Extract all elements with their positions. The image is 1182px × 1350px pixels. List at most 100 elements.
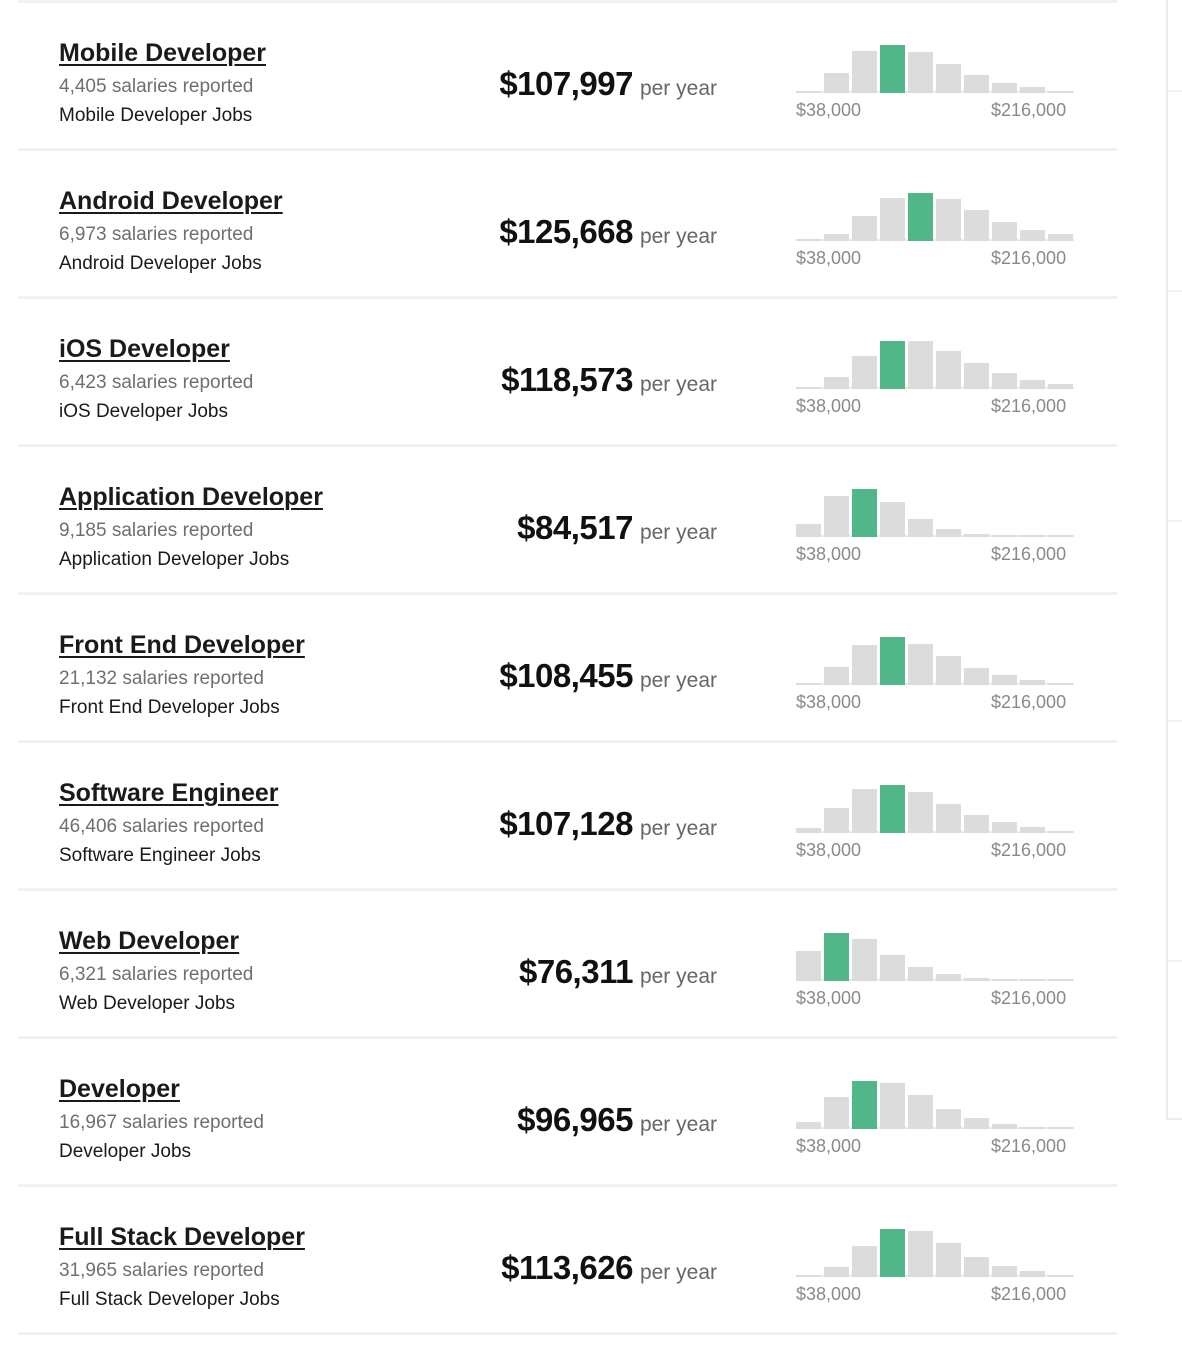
histogram-bar <box>964 534 989 537</box>
salaries-reported-count: 16,967 salaries reported <box>59 1112 264 1133</box>
histogram-baseline <box>796 683 1074 685</box>
salary-histogram <box>796 33 1074 93</box>
salary-amount: $76,311 <box>518 953 633 990</box>
histogram-bar <box>880 198 905 241</box>
average-salary: $107,997 per year <box>499 65 717 103</box>
histogram-bar <box>964 75 989 93</box>
histogram-bar <box>992 535 1017 537</box>
histogram-bar-highlighted <box>880 45 905 93</box>
job-title-link[interactable]: Mobile Developer <box>59 39 266 67</box>
histogram-bar <box>936 64 961 93</box>
histogram-bar <box>852 216 877 241</box>
histogram-bar <box>1048 979 1073 981</box>
histogram-max-label: $216,000 <box>991 544 1067 564</box>
histogram-bar <box>964 815 989 833</box>
salary-amount: $118,573 <box>501 361 633 398</box>
jobs-link[interactable]: Software Engineer Jobs <box>59 845 261 866</box>
histogram-baseline <box>796 1127 1074 1129</box>
jobs-link[interactable]: Developer Jobs <box>59 1141 192 1162</box>
histogram-bar <box>824 234 849 241</box>
salaries-reported-count: 21,132 salaries reported <box>59 668 264 689</box>
job-title-link[interactable]: Android Developer <box>59 187 283 215</box>
salaries-reported-count: 6,423 salaries reported <box>59 372 254 393</box>
histogram-max-label: $216,000 <box>991 1284 1067 1304</box>
jobs-link[interactable]: Mobile Developer Jobs <box>59 105 253 126</box>
job-title-link[interactable]: Web Developer <box>59 927 240 955</box>
salaries-reported-count: 46,406 salaries reported <box>59 816 264 837</box>
salary-period: per year <box>639 521 717 544</box>
histogram-min-label: $38,000 <box>796 396 862 416</box>
salary-histogram <box>796 181 1074 241</box>
histogram-bar <box>852 939 877 981</box>
salary-period: per year <box>639 1261 717 1284</box>
average-salary: $107,128 per year <box>499 805 717 843</box>
histogram-bar <box>796 683 821 685</box>
histogram-bar-highlighted <box>852 1081 877 1129</box>
salary-histogram <box>796 1069 1074 1129</box>
histogram-bar <box>992 373 1017 389</box>
job-title-link[interactable]: Developer <box>59 1075 180 1103</box>
jobs-link[interactable]: Full Stack Developer Jobs <box>59 1289 280 1310</box>
histogram-bar <box>1020 87 1045 93</box>
histogram-min-label: $38,000 <box>796 988 862 1008</box>
histogram-bar <box>796 239 821 241</box>
salary-amount: $107,128 <box>499 805 633 842</box>
job-title-link[interactable]: iOS Developer <box>59 335 230 363</box>
job-title-link[interactable]: Full Stack Developer <box>59 1223 305 1251</box>
histogram-bar <box>908 1231 933 1277</box>
histogram-baseline <box>796 535 1074 537</box>
top-divider <box>18 0 1117 3</box>
average-salary: $118,573 per year <box>501 361 717 399</box>
salary-histogram <box>796 477 1074 537</box>
histogram-min-label: $38,000 <box>796 100 862 120</box>
histogram-bar <box>936 804 961 833</box>
histogram-bar <box>880 502 905 537</box>
histogram-bar <box>824 1267 849 1277</box>
histogram-bar <box>1020 535 1045 537</box>
salary-row-7: Web Developer 6,321 salaries reported We… <box>18 891 1117 1039</box>
histogram-bar <box>992 1124 1017 1129</box>
average-salary: $84,517 per year <box>517 509 717 547</box>
jobs-link[interactable]: Android Developer Jobs <box>59 253 262 274</box>
salary-row-8: Developer 16,967 salaries reported Devel… <box>18 1039 1117 1187</box>
job-title-link[interactable]: Front End Developer <box>59 631 305 659</box>
right-sidebar-edge <box>1166 0 1182 1120</box>
average-salary: $113,626 per year <box>501 1249 717 1287</box>
histogram-max-label: $216,000 <box>991 248 1067 268</box>
jobs-link[interactable]: Application Developer Jobs <box>59 549 290 570</box>
histogram-bar <box>852 356 877 389</box>
job-title-link[interactable]: Software Engineer <box>59 779 279 807</box>
histogram-max-label: $216,000 <box>991 1136 1067 1156</box>
salary-list: Mobile Developer 4,405 salaries reported… <box>18 0 1117 1335</box>
histogram-bar <box>1048 683 1073 685</box>
histogram-bar <box>964 210 989 241</box>
histogram-bar <box>936 1109 961 1129</box>
histogram-bar <box>1020 1127 1045 1129</box>
histogram-bar <box>796 828 821 833</box>
histogram-bar-highlighted <box>824 933 849 981</box>
salaries-reported-count: 6,321 salaries reported <box>59 964 254 985</box>
average-salary: $76,311 per year <box>519 953 717 991</box>
histogram-bar-highlighted <box>880 637 905 685</box>
jobs-link[interactable]: iOS Developer Jobs <box>59 401 228 422</box>
histogram-bar <box>824 1097 849 1129</box>
salary-row-3: iOS Developer 6,423 salaries reported iO… <box>18 299 1117 447</box>
histogram-bar <box>852 645 877 685</box>
average-salary: $96,965 per year <box>517 1101 717 1139</box>
histogram-bar <box>824 667 849 685</box>
salary-histogram <box>796 773 1074 833</box>
histogram-bar <box>992 675 1017 685</box>
histogram-bar <box>992 979 1017 981</box>
histogram-bar <box>796 951 821 981</box>
histogram-min-label: $38,000 <box>796 840 862 860</box>
jobs-link[interactable]: Front End Developer Jobs <box>59 697 280 718</box>
histogram-bar <box>992 222 1017 241</box>
job-title-link[interactable]: Application Developer <box>59 483 323 511</box>
histogram-bar <box>796 1275 821 1277</box>
histogram-bar <box>796 524 821 537</box>
histogram-bar <box>824 496 849 537</box>
histogram-bar <box>852 51 877 93</box>
jobs-link[interactable]: Web Developer Jobs <box>59 993 236 1014</box>
histogram-bar <box>824 73 849 93</box>
histogram-bar <box>936 974 961 981</box>
